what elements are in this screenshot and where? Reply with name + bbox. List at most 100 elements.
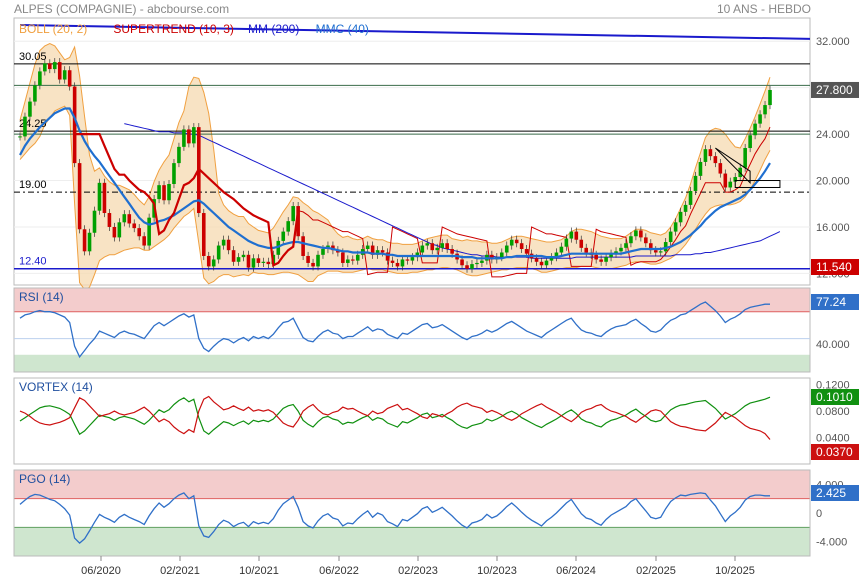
price-candle <box>465 265 469 269</box>
price-candle <box>450 249 454 254</box>
price-candle <box>182 129 186 147</box>
bollinger-band-fill <box>20 43 770 290</box>
consolidation-box <box>734 180 781 188</box>
price-candle <box>226 239 231 251</box>
price-candle <box>142 236 146 246</box>
price-candle <box>385 252 390 261</box>
price-candle <box>261 261 266 263</box>
price-candle <box>256 258 261 263</box>
price-candle <box>57 62 62 80</box>
x-tick-label: 02/2021 <box>160 565 200 577</box>
price-candle <box>683 204 688 212</box>
indicator-zone <box>14 354 810 372</box>
price-candle <box>569 231 574 239</box>
vortex-plus-tag-box <box>811 389 859 405</box>
legend-entry: MM (200) <box>248 22 299 36</box>
price-candle <box>48 63 52 70</box>
price-candle <box>33 85 37 102</box>
indicator-zone <box>14 288 810 312</box>
mmc40-line <box>19 107 771 260</box>
price-candle <box>470 264 474 269</box>
level-label: 12.40 <box>19 256 47 268</box>
price-candle <box>440 243 444 248</box>
rsi-panel-frame <box>13 287 811 373</box>
price-candle <box>172 163 176 185</box>
price-candle <box>420 245 425 253</box>
price-candle <box>251 258 256 268</box>
price-candle <box>624 243 628 248</box>
vortex-plus-line <box>19 396 771 436</box>
price-candle <box>350 259 355 261</box>
price-candle <box>490 254 494 260</box>
price-panel-frame <box>13 17 811 286</box>
price-candle <box>301 236 305 256</box>
price-candle <box>703 149 708 162</box>
x-tick-label: 10/2025 <box>715 565 755 577</box>
pgo-label: PGO (14) <box>19 472 70 486</box>
level-label: 19.00 <box>19 179 47 191</box>
price-candle <box>539 261 544 266</box>
price-candle <box>107 213 112 227</box>
vortex-minus-line <box>19 395 771 440</box>
price-candle <box>748 135 752 149</box>
x-tick-label: 02/2025 <box>636 565 676 577</box>
price-candle <box>524 249 529 254</box>
price-candle <box>405 259 410 261</box>
price-candle <box>72 86 77 164</box>
price-candle <box>668 231 673 243</box>
price-candle <box>67 70 72 87</box>
triangle-pattern <box>715 147 751 185</box>
rsi-line <box>19 301 770 359</box>
price-candle <box>688 190 693 205</box>
legend-entry: BOLL (20, 2) <box>19 22 87 36</box>
price-candle <box>112 226 117 238</box>
price-candle <box>708 149 713 157</box>
vortex-y-tick: 0.1200 <box>816 380 850 392</box>
price-candle <box>723 173 728 188</box>
price-candle <box>614 251 618 254</box>
last-price-tag: 27.800 <box>816 83 853 97</box>
price-candle <box>52 62 57 70</box>
x-tick-label: 06/2020 <box>81 565 121 577</box>
price-candle <box>231 250 236 262</box>
price-candle <box>281 231 286 241</box>
price-candle <box>713 156 718 164</box>
price-candle <box>609 253 613 258</box>
price-candle <box>365 245 370 250</box>
price-candle <box>619 247 623 252</box>
price-candle <box>733 177 738 182</box>
price-candle <box>192 127 196 144</box>
price-candle <box>206 255 211 267</box>
price-candle <box>390 260 395 263</box>
price-candle <box>336 250 340 253</box>
price-candle <box>266 261 271 265</box>
vortex-plus-tag: 0.1010 <box>816 390 853 404</box>
price-candle <box>400 259 405 267</box>
price-candle <box>167 184 171 201</box>
x-tick-label: 10/2021 <box>239 565 279 577</box>
price-candle <box>375 250 380 255</box>
pgo-panel-frame <box>13 469 811 557</box>
price-candle <box>410 257 415 261</box>
price-candle <box>97 182 102 211</box>
price-candle <box>331 245 335 251</box>
price-candle <box>92 210 97 233</box>
price-candle <box>127 214 132 224</box>
price-candle <box>341 252 345 263</box>
vortex-label: VORTEX (14) <box>19 380 93 394</box>
price-candle <box>599 259 603 262</box>
price-candle <box>604 257 608 262</box>
price-candle <box>693 175 698 191</box>
price-candle <box>137 228 142 237</box>
price-candle <box>549 257 554 261</box>
rsi-y-tick: 40.000 <box>816 339 850 351</box>
price-candle <box>43 63 47 72</box>
price-candle <box>395 262 400 267</box>
rsi-value-tag-box <box>811 294 859 310</box>
price-candle <box>355 254 360 261</box>
price-candle <box>564 238 569 247</box>
price-y-tick: 16.000 <box>816 222 850 234</box>
vortex-y-tick: 0.0400 <box>816 433 850 445</box>
price-candle <box>499 252 504 258</box>
price-candle <box>594 254 598 260</box>
